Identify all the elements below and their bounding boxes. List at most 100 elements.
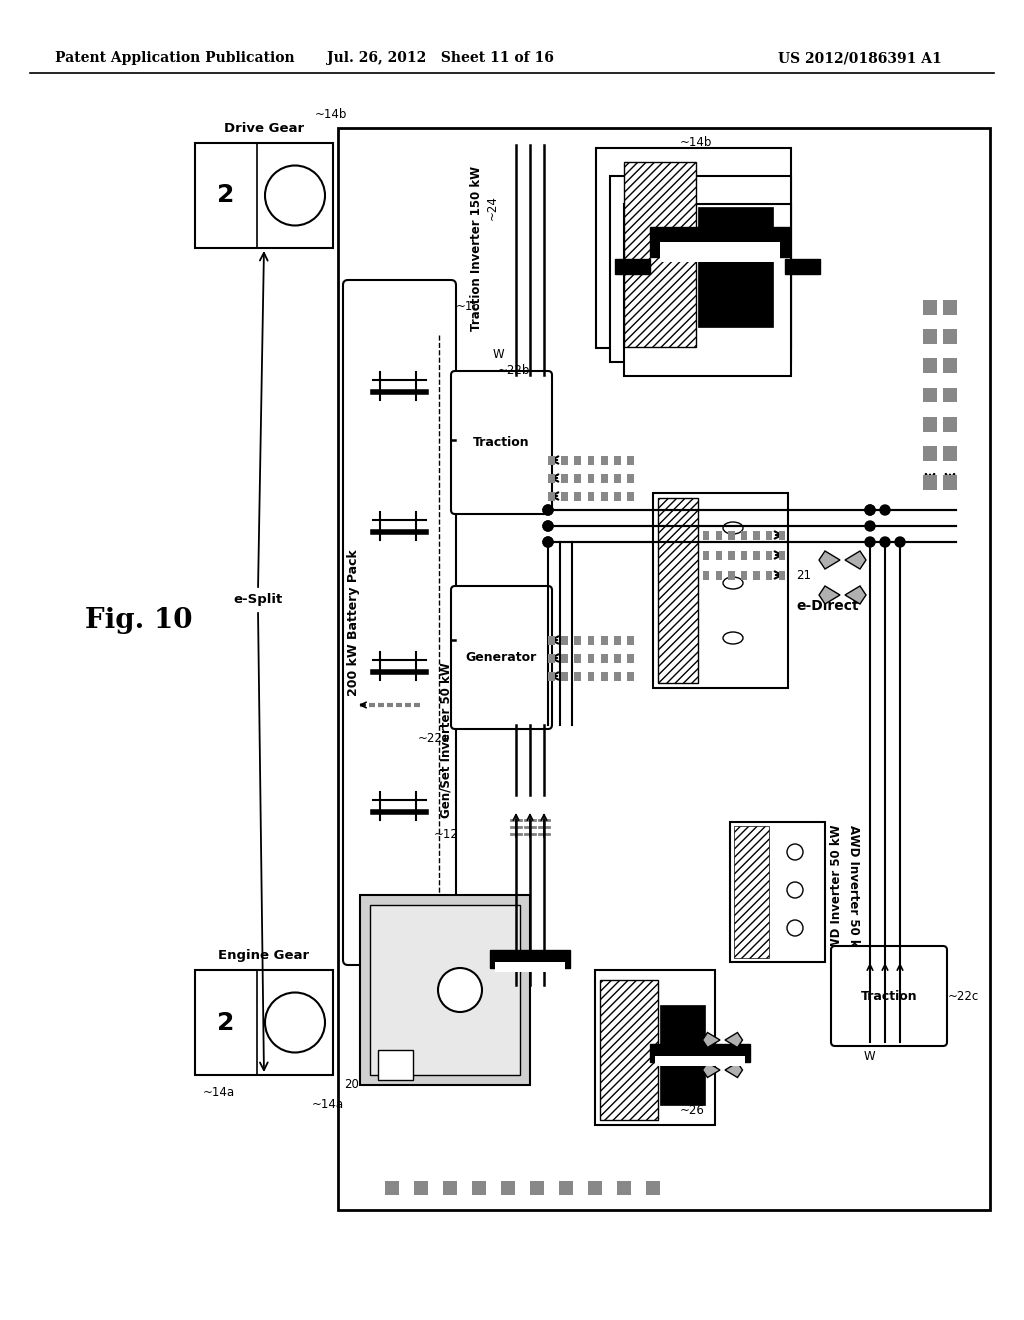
Bar [716, 550, 722, 560]
Text: Generator: Generator [466, 651, 538, 664]
Text: Patent Application Publication: Patent Application Publication [55, 51, 295, 65]
Circle shape [543, 537, 553, 546]
Text: e-Split: e-Split [233, 594, 283, 606]
Bar [653, 492, 788, 688]
Circle shape [543, 521, 553, 531]
Bar [616, 1181, 631, 1195]
Polygon shape [819, 550, 840, 569]
Bar [501, 1181, 515, 1195]
Bar [601, 455, 607, 465]
Bar [624, 162, 696, 347]
Bar [610, 176, 791, 362]
Bar [561, 455, 568, 465]
Bar [943, 329, 957, 343]
Bar [588, 1181, 602, 1195]
Bar [596, 148, 791, 348]
Bar [943, 475, 957, 490]
Bar [548, 653, 555, 663]
Ellipse shape [723, 521, 743, 535]
Bar [601, 491, 607, 500]
Bar [472, 1181, 486, 1195]
Bar [728, 570, 734, 579]
Polygon shape [702, 1063, 720, 1077]
Circle shape [865, 537, 874, 546]
Bar [385, 1181, 399, 1195]
Text: AWD Inverter 50 kW: AWD Inverter 50 kW [847, 825, 859, 960]
Circle shape [895, 537, 905, 546]
Text: AWD Inverter 50 kW: AWD Inverter 50 kW [830, 825, 843, 960]
Bar [740, 570, 748, 579]
Bar [650, 1044, 750, 1063]
Text: ~24: ~24 [485, 195, 499, 220]
Circle shape [543, 506, 553, 515]
Text: 1: 1 [288, 1012, 302, 1032]
Bar [754, 570, 760, 579]
Bar [495, 962, 565, 972]
Bar [703, 550, 710, 560]
Bar [923, 359, 937, 374]
Bar [548, 635, 555, 644]
Bar [490, 950, 570, 968]
Circle shape [543, 537, 553, 546]
Circle shape [265, 993, 325, 1052]
Text: 200 kW Battery Pack: 200 kW Battery Pack [347, 549, 360, 696]
Text: W: W [863, 1049, 874, 1063]
Bar [943, 388, 957, 403]
Bar [548, 491, 555, 500]
Bar [740, 531, 748, 540]
Text: ~14b: ~14b [680, 136, 713, 149]
Bar [588, 635, 594, 644]
Bar [766, 570, 772, 579]
Bar [778, 531, 785, 540]
Bar [574, 653, 581, 663]
Bar [561, 491, 568, 500]
Bar [660, 242, 780, 261]
Bar [624, 205, 791, 376]
Bar [588, 455, 594, 465]
Polygon shape [725, 1063, 742, 1077]
Text: Gen/Set Inverter 50 kW: Gen/Set Inverter 50 kW [439, 663, 453, 818]
Bar [574, 635, 581, 644]
Bar [614, 672, 621, 681]
Bar [943, 446, 957, 461]
Text: ~22a: ~22a [418, 733, 450, 746]
Bar [728, 550, 734, 560]
Bar [923, 329, 937, 343]
Text: ~12: ~12 [433, 829, 459, 842]
Bar [614, 635, 621, 644]
Bar [923, 475, 937, 490]
FancyBboxPatch shape [343, 280, 456, 965]
Circle shape [265, 165, 325, 226]
Text: 20: 20 [344, 1078, 358, 1092]
Bar [601, 474, 607, 483]
Circle shape [438, 968, 482, 1012]
Text: Fig. 10: Fig. 10 [85, 606, 193, 634]
Bar [378, 1049, 413, 1080]
Text: Traction: Traction [861, 990, 918, 1002]
Polygon shape [702, 1032, 720, 1048]
Text: Jul. 26, 2012   Sheet 11 of 16: Jul. 26, 2012 Sheet 11 of 16 [327, 51, 553, 65]
Bar [923, 446, 937, 461]
Ellipse shape [723, 577, 743, 589]
Bar [561, 672, 568, 681]
Text: 21: 21 [796, 569, 811, 582]
Bar [943, 417, 957, 432]
Text: W: W [493, 348, 504, 362]
Bar [614, 653, 621, 663]
Text: ~14a: ~14a [203, 1086, 236, 1100]
Text: ~22b: ~22b [498, 363, 530, 376]
Text: ~14a: ~14a [312, 1098, 344, 1111]
Circle shape [543, 521, 553, 531]
Bar [734, 826, 769, 958]
Bar [628, 653, 634, 663]
Bar [628, 491, 634, 500]
Text: Drive Gear: Drive Gear [224, 123, 304, 136]
Bar [628, 455, 634, 465]
Bar [588, 491, 594, 500]
Bar [574, 455, 581, 465]
Bar [943, 300, 957, 314]
Bar [716, 531, 722, 540]
Bar [650, 227, 790, 257]
Polygon shape [725, 1032, 742, 1048]
Bar [574, 672, 581, 681]
